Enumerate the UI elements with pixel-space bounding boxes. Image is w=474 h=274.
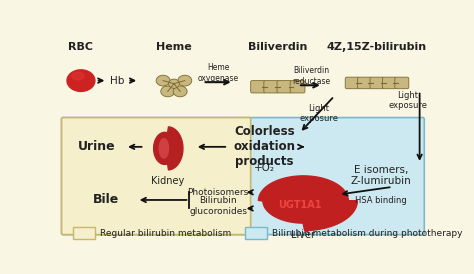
Text: Colorless
oxidation
products: Colorless oxidation products: [234, 125, 296, 168]
Ellipse shape: [178, 75, 192, 86]
Text: Light
exposure: Light exposure: [389, 91, 428, 110]
Text: Photoisomers: Photoisomers: [188, 188, 249, 197]
Bar: [245, 227, 267, 239]
Ellipse shape: [67, 70, 95, 92]
Ellipse shape: [173, 86, 187, 97]
Text: 4Z,15Z-bilirubin: 4Z,15Z-bilirubin: [327, 42, 427, 52]
Text: +O₂: +O₂: [254, 163, 275, 173]
FancyBboxPatch shape: [62, 118, 424, 235]
Text: HSA binding: HSA binding: [355, 196, 407, 205]
Text: Light
exposure: Light exposure: [300, 104, 338, 123]
FancyBboxPatch shape: [264, 81, 279, 93]
Text: Liver: Liver: [292, 230, 315, 240]
FancyBboxPatch shape: [62, 118, 251, 235]
FancyBboxPatch shape: [357, 77, 372, 89]
Text: E isomers,
Z-lumirubin: E isomers, Z-lumirubin: [350, 164, 411, 186]
Text: Hb: Hb: [110, 76, 125, 85]
Text: Biliverdin
reductase: Biliverdin reductase: [292, 66, 330, 86]
Text: Kidney: Kidney: [151, 176, 184, 186]
Text: Biliverdin: Biliverdin: [248, 42, 308, 52]
Text: Urine: Urine: [78, 140, 115, 153]
Text: UGT1A1: UGT1A1: [278, 199, 321, 210]
Ellipse shape: [161, 86, 175, 97]
Text: RBC: RBC: [68, 42, 93, 52]
Text: Regular bilirubin metabolism: Regular bilirubin metabolism: [100, 229, 231, 238]
Ellipse shape: [156, 75, 170, 86]
FancyBboxPatch shape: [345, 77, 359, 89]
Polygon shape: [154, 127, 183, 170]
Ellipse shape: [72, 72, 84, 80]
Ellipse shape: [169, 79, 179, 88]
FancyBboxPatch shape: [277, 81, 292, 93]
Bar: [73, 227, 95, 239]
Text: Bile: Bile: [92, 193, 119, 207]
FancyBboxPatch shape: [395, 77, 409, 89]
FancyBboxPatch shape: [290, 81, 305, 93]
FancyBboxPatch shape: [370, 77, 384, 89]
Text: Bilirubin metabolism during phototherapy: Bilirubin metabolism during phototherapy: [272, 229, 462, 238]
Text: Heme: Heme: [156, 42, 192, 52]
FancyBboxPatch shape: [383, 77, 396, 89]
Polygon shape: [159, 139, 169, 158]
Polygon shape: [258, 176, 357, 231]
Text: Bilirubin
glucoronides: Bilirubin glucoronides: [189, 196, 247, 216]
FancyBboxPatch shape: [251, 81, 265, 93]
Text: Heme
oxygenase: Heme oxygenase: [198, 63, 239, 83]
